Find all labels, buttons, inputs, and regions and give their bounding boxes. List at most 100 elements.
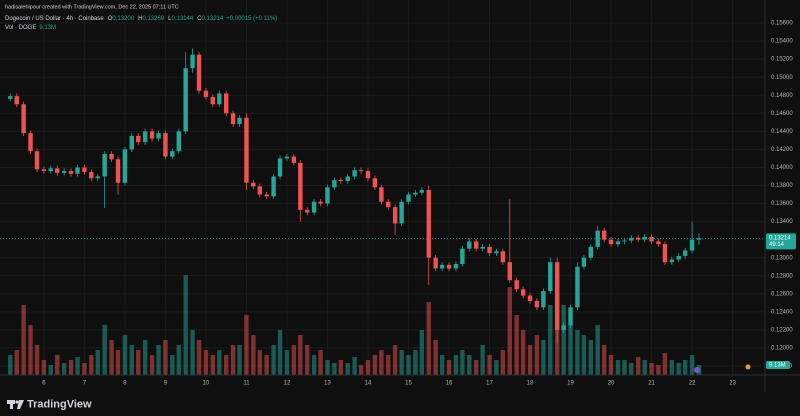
candle-body: [554, 262, 560, 330]
volume-value: 9.13M: [39, 25, 56, 31]
volume-bar: [433, 339, 438, 375]
volume-bar: [514, 314, 519, 375]
candle-body: [264, 194, 269, 197]
candle-body: [217, 93, 222, 105]
volume-bar: [257, 350, 263, 375]
volume-bar: [284, 350, 290, 375]
candle-body: [649, 236, 654, 242]
candle-body: [156, 133, 161, 139]
volume-bar: [426, 302, 431, 375]
x-tick-label: 21: [648, 381, 655, 387]
candle-body: [365, 171, 371, 179]
volume-bar: [399, 350, 404, 375]
volume-bar: [271, 344, 276, 375]
volume-bar: [473, 359, 479, 375]
change-label: +0.00015 (+0.11%): [226, 16, 277, 22]
candle-body: [28, 133, 33, 152]
logo-mark: [15, 400, 19, 404]
candle-body: [271, 176, 276, 197]
ohlc-key: O: [108, 16, 113, 22]
volume-bar: [305, 344, 310, 375]
candle-body: [75, 167, 80, 174]
volume-bar: [8, 354, 13, 375]
volume-bar: [136, 350, 141, 375]
candle-body: [588, 246, 594, 258]
candle-body: [34, 151, 40, 170]
volume-title: Vol · DOGE: [5, 25, 36, 31]
candle-body: [467, 241, 472, 249]
volume-label-box: [766, 361, 790, 369]
volume-bar: [203, 350, 209, 375]
candle-body: [568, 307, 573, 326]
volume-bar: [332, 362, 337, 375]
volume-bar: [642, 359, 647, 375]
candle-body: [325, 187, 330, 204]
volume-bar: [608, 354, 614, 375]
candle-body: [122, 149, 128, 183]
volume-bar: [251, 335, 256, 375]
x-tick-label: 9: [164, 381, 168, 387]
volume-bar: [372, 354, 378, 375]
volume-bar: [142, 339, 148, 375]
x-tick-label: 18: [527, 381, 534, 387]
volume-bar: [682, 359, 688, 375]
candle-body: [82, 167, 87, 172]
candle-body: [500, 251, 506, 263]
y-tick-label: 0.13600: [771, 201, 793, 207]
candle-body: [682, 250, 688, 256]
y-tick-label: 0.14600: [771, 111, 793, 117]
volume-bar: [338, 359, 344, 375]
event-icon[interactable]: [694, 367, 700, 373]
logo: [7, 400, 24, 409]
candle-body: [68, 171, 74, 174]
candle-body: [541, 291, 546, 308]
candle-body: [223, 93, 229, 114]
volume-bar: [365, 359, 371, 375]
volume-bar: [453, 354, 459, 375]
candle-body: [230, 113, 236, 125]
candle-body: [473, 241, 479, 249]
y-tick-label: 0.13800: [771, 183, 793, 189]
volume-bar: [534, 335, 540, 375]
candle-body: [284, 156, 290, 159]
volume-bar: [277, 329, 283, 375]
volume-bar: [419, 329, 425, 375]
candle-body: [669, 259, 675, 263]
volume-bar: [494, 359, 499, 375]
candle-body: [183, 68, 188, 132]
candle-body: [115, 159, 121, 183]
candle-body: [399, 201, 404, 224]
candle-body: [615, 241, 621, 245]
volume-bar: [358, 365, 364, 375]
candle-body: [257, 186, 263, 195]
candle-body: [439, 264, 445, 269]
candle-body: [379, 187, 384, 202]
event-icon[interactable]: [745, 364, 751, 370]
volume-bar: [581, 335, 587, 375]
header: Dogecoin / US Dollar · 4h · Coinbase O0.1…: [5, 16, 277, 22]
candle-body: [149, 131, 155, 139]
volume-bar: [439, 354, 445, 375]
volume-bar: [264, 354, 269, 375]
x-tick-label: 7: [83, 381, 87, 387]
candle-body: [662, 244, 668, 263]
volume-bar: [230, 344, 236, 375]
volume-bar: [170, 354, 175, 375]
candle-body: [494, 251, 499, 254]
candle-body: [595, 230, 600, 247]
volume-bar: [507, 287, 512, 375]
x-tick-label: 23: [729, 381, 736, 387]
y-tick-label: 0.14800: [771, 93, 793, 99]
volume-bar: [649, 362, 654, 375]
volume-bar: [28, 324, 33, 375]
candle-body: [689, 239, 695, 251]
candle-body: [426, 190, 431, 258]
candle-body: [358, 170, 364, 172]
candle-body: [196, 54, 202, 91]
candle-body: [635, 237, 641, 240]
volume-bar: [689, 354, 695, 375]
candle-body: [561, 325, 566, 330]
candle-body: [460, 248, 465, 264]
candle-body: [608, 239, 614, 245]
axes: 0.15600 0.15400 0.15200 0.15000 0.14800 0.146…: [42, 21, 796, 387]
